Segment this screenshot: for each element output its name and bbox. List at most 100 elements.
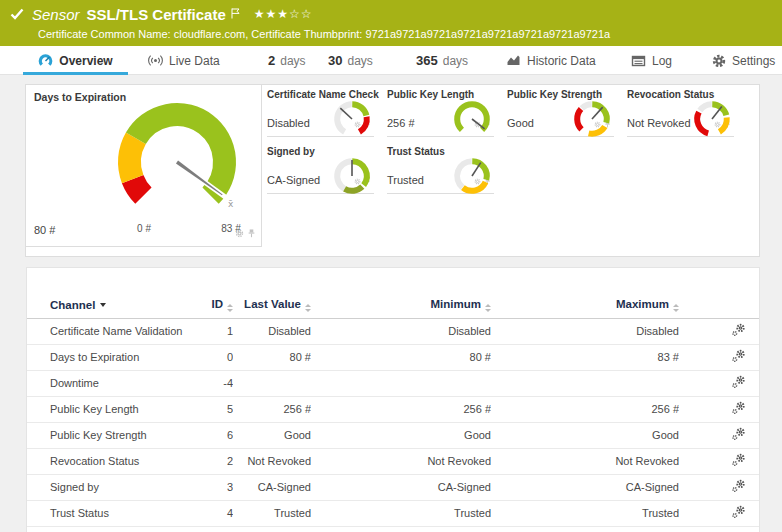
sort-desc-icon — [100, 303, 106, 307]
channel-gauge — [330, 154, 374, 198]
channel-settings-icon[interactable] — [731, 509, 747, 521]
channel-row-public-key-length[interactable]: Public Key Length 5 256 # 256 # 256 # — [27, 396, 759, 422]
channel-id: 5 — [190, 396, 233, 422]
gauge-current-value: CA-Signed — [267, 174, 320, 186]
channel-row-signed-by[interactable]: Signed by 3 CA-Signed CA-Signed CA-Signe… — [27, 474, 759, 500]
channel-minimum: Trusted — [311, 500, 491, 526]
star-empty-icon[interactable]: ☆ — [289, 7, 301, 21]
channel-id: 1 — [190, 318, 233, 344]
channel-settings-icon[interactable] — [731, 353, 747, 365]
tab-overview[interactable]: Overview — [23, 46, 128, 75]
channel-id: 4 — [190, 500, 233, 526]
channel-settings-icon[interactable] — [731, 431, 747, 443]
channel-row-downtime[interactable]: Downtime -4 — [27, 370, 759, 396]
gauge-title: Trust Status — [387, 146, 445, 157]
channel-settings-icon[interactable] — [731, 483, 747, 495]
gauge-current-value: Not Revoked — [627, 117, 691, 129]
channel-gauge — [330, 97, 374, 141]
gauge-tile-signed-by: Signed by CA-Signed — [267, 142, 374, 194]
tab-30-days[interactable]: 30days — [320, 46, 381, 75]
tab-2-days[interactable]: 2days — [260, 46, 314, 75]
channel-row-days-to-expiration[interactable]: Days to Expiration 0 80 # 80 # 83 # — [27, 344, 759, 370]
channel-minimum: CA-Signed — [311, 474, 491, 500]
channel-minimum: Good — [311, 422, 491, 448]
channel-settings-icon[interactable] — [731, 327, 747, 339]
channel-last-value: CA-Signed — [233, 474, 311, 500]
channel-last-value: 256 # — [233, 396, 311, 422]
channel-id: 2 — [190, 448, 233, 474]
tab-label: days — [443, 54, 468, 68]
chart-icon — [506, 54, 521, 67]
gauge-tile-days-to-expiration: Days to Expiration 80 # 0 # 83 # x̄ — [25, 84, 262, 247]
star-empty-icon[interactable]: ☆ — [301, 7, 313, 21]
channel-settings-icon[interactable] — [731, 457, 747, 469]
channel-row-certificate-name-validation[interactable]: Certificate Name Validation 1 Disabled D… — [27, 318, 759, 344]
channel-gauge — [690, 97, 734, 141]
tab-label: days — [347, 54, 372, 68]
sort-toggle-icon — [227, 304, 233, 312]
channel-row-trust-status[interactable]: Trust Status 4 Trusted Trusted Trusted — [27, 500, 759, 526]
star-filled-icon[interactable]: ★ — [254, 7, 266, 21]
channel-row-public-key-strength[interactable]: Public Key Strength 6 Good Good Good — [27, 422, 759, 448]
channel-table-panel: ChannelIDLast ValueMinimumMaximum Certif… — [26, 267, 760, 532]
gauge-current-value: Disabled — [267, 117, 310, 129]
tab-log[interactable]: Log — [623, 46, 680, 75]
priority-stars[interactable]: ★★★☆☆ — [254, 7, 313, 21]
channel-minimum — [311, 370, 491, 396]
channel-id: -4 — [190, 370, 233, 396]
channel-maximum: Trusted — [491, 500, 679, 526]
tab-365-days[interactable]: 365days — [408, 46, 476, 75]
channel-maximum: CA-Signed — [491, 474, 679, 500]
col-header-minimum[interactable]: Minimum — [311, 292, 491, 318]
channel-row-revocation-status[interactable]: Revocation Status 2 Not Revoked Not Revo… — [27, 448, 759, 474]
col-header-actions — [679, 292, 759, 318]
gauge-tile-certificate-name-check: Certificate Name Check Disabled — [267, 85, 374, 137]
col-header-last-value[interactable]: Last Value — [233, 292, 311, 318]
tab-historic-data[interactable]: Historic Data — [498, 46, 604, 75]
svg-text:x̄: x̄ — [228, 199, 234, 209]
gauge-tile-public-key-length: Public Key Length 256 # — [387, 85, 494, 137]
channel-name: Trust Status — [27, 500, 190, 526]
gauge-title: Signed by — [267, 146, 315, 157]
channel-name: Signed by — [27, 474, 190, 500]
channel-minimum: 80 # — [311, 344, 491, 370]
gauge-tile-revocation-status: Revocation Status Not Revoked — [627, 85, 734, 137]
log-icon — [631, 55, 646, 67]
gear-icon — [712, 54, 726, 68]
channel-last-value: Disabled — [233, 318, 311, 344]
channel-settings-icon[interactable] — [731, 379, 747, 391]
gauge-current-value: Trusted — [387, 174, 424, 186]
channel-last-value: 80 # — [233, 344, 311, 370]
col-header-channel[interactable]: Channel — [27, 292, 190, 318]
star-filled-icon[interactable]: ★ — [277, 7, 289, 21]
tab-live-data[interactable]: Live Data — [140, 46, 228, 75]
channel-maximum: 256 # — [491, 396, 679, 422]
gauges-panel: Days to Expiration 80 # 0 # 83 # x̄ Cert… — [25, 84, 760, 257]
col-header-maximum[interactable]: Maximum — [491, 292, 679, 318]
tab-label: Historic Data — [527, 54, 596, 68]
gauge-icon — [38, 53, 53, 68]
tab-label: Settings — [732, 54, 775, 68]
gauge-pin-icon[interactable] — [247, 224, 256, 242]
channel-id: 6 — [190, 422, 233, 448]
tab-bar: Overview Live Data 2days30days 365days His… — [0, 46, 782, 75]
days-to-expiration-gauge: x̄ — [107, 89, 247, 234]
gauge-current-value: Good — [507, 117, 534, 129]
channel-table: ChannelIDLast ValueMinimumMaximum Certif… — [27, 292, 759, 527]
tab-label: Live Data — [169, 54, 220, 68]
channel-minimum: Disabled — [311, 318, 491, 344]
channel-id: 3 — [190, 474, 233, 500]
channel-last-value: Trusted — [233, 500, 311, 526]
channel-maximum: Not Revoked — [491, 448, 679, 474]
live-icon — [148, 54, 163, 67]
tab-label: Overview — [59, 54, 112, 68]
gauge-current-value: 80 # — [34, 224, 55, 236]
tab-settings[interactable]: Settings — [704, 46, 782, 75]
channel-name: Days to Expiration — [27, 344, 190, 370]
col-header-id[interactable]: ID — [190, 292, 233, 318]
flag-icon[interactable] — [231, 5, 240, 23]
channel-last-value: Not Revoked — [233, 448, 311, 474]
tab-label: days — [280, 54, 305, 68]
star-filled-icon[interactable]: ★ — [266, 7, 278, 21]
channel-settings-icon[interactable] — [731, 405, 747, 417]
